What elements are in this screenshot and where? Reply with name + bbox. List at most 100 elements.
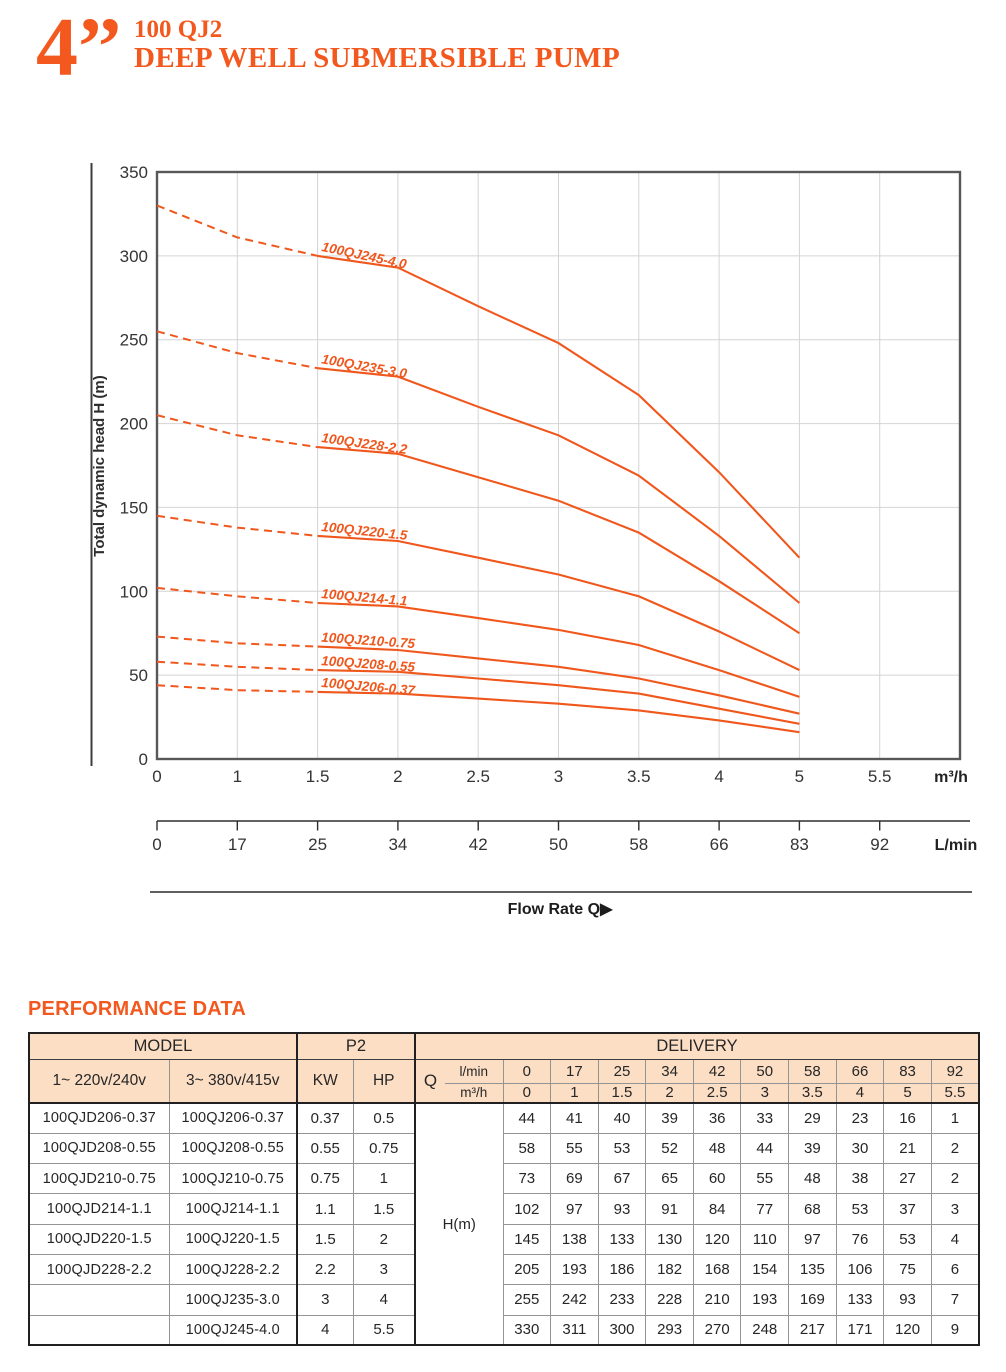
page-title: DEEP WELL SUBMERSIBLE PUMP: [134, 42, 621, 74]
head-value-cell: 2: [930, 1163, 980, 1195]
three-phase-voltage-header: 3~ 380v/415v: [168, 1058, 298, 1104]
head-value-cell: 210: [692, 1284, 742, 1316]
head-value-cell: 6: [930, 1253, 980, 1286]
q-header: Q: [414, 1058, 445, 1104]
head-value-cell: 53: [835, 1193, 885, 1225]
table-row: 100QJD208-0.55 100QJ208-0.55 0.55 0.75 58 55 5…: [28, 1132, 980, 1165]
x-tick-label-m3h: 5.5: [868, 767, 892, 786]
curve-label-100QJ245-4.0: 100QJ245-4.0: [320, 239, 408, 272]
delivery-header: DELIVERY: [413, 1032, 980, 1060]
pump-curve-dashed-100QJ220-1.5: [156, 514, 318, 537]
model-single-phase-cell: 100QJD206-0.37: [28, 1102, 170, 1134]
head-value-cell: 242: [550, 1284, 599, 1316]
head-value-cell: 75: [883, 1253, 932, 1286]
pump-curve-100QJ228-2.2: [317, 446, 800, 635]
head-value-cell: 55: [550, 1132, 599, 1165]
pump-curve-100QJ210-0.75: [317, 645, 800, 715]
m3h-value-header: 5: [883, 1082, 932, 1104]
model-three-phase-cell: 100QJ220-1.5: [168, 1223, 298, 1255]
head-value-cell: 48: [788, 1163, 837, 1195]
y-tick-label: 50: [129, 666, 148, 685]
m3h-value-header: 1: [550, 1082, 599, 1104]
head-value-cell: 29: [788, 1102, 837, 1134]
head-value-cell: 97: [788, 1223, 837, 1255]
m3h-value-header: 3: [740, 1082, 790, 1104]
x-tick-label-lmin: 17: [228, 835, 247, 854]
x-tick-label-m3h: 0: [152, 767, 161, 786]
head-value-cell: 84: [692, 1193, 742, 1225]
head-value-cell: 193: [740, 1284, 790, 1316]
model-three-phase-cell: 100QJ245-4.0: [168, 1314, 298, 1346]
model-single-phase-cell: [28, 1284, 170, 1316]
kw-cell: 0.55: [296, 1132, 354, 1165]
x-tick-label-lmin: 42: [469, 835, 488, 854]
lmin-value-header: 25: [597, 1058, 647, 1084]
x-tick-label-m3h: 3: [554, 767, 563, 786]
pump-curve-100QJ235-3.0: [317, 367, 801, 604]
head-value-cell: 110: [740, 1223, 790, 1255]
pump-curve-100QJ220-1.5: [317, 534, 800, 672]
head-value-cell: 21: [883, 1132, 932, 1165]
p2-header: P2: [296, 1032, 416, 1060]
x-tick-label-m3h: 1: [233, 767, 242, 786]
x-tick-label-lmin: 25: [308, 835, 327, 854]
performance-data-heading: PERFORMANCE DATA: [28, 998, 247, 1020]
m3h-unit-header: m³/h: [445, 1082, 504, 1104]
head-value-cell: 97: [550, 1193, 599, 1225]
head-value-cell: 106: [835, 1253, 885, 1286]
pump-curve-dashed-100QJ235-3.0: [156, 330, 318, 370]
kw-cell: 4: [296, 1314, 354, 1346]
hp-header: HP: [352, 1058, 416, 1104]
pump-curve-100QJ245-4.0: [317, 254, 801, 559]
pump-curve-dashed-100QJ228-2.2: [156, 414, 318, 449]
lmin-value-header: 92: [930, 1058, 980, 1084]
head-value-cell: 193: [550, 1253, 599, 1286]
model-three-phase-cell: 100QJ206-0.37: [168, 1102, 298, 1134]
x-tick-label-m3h: 2.5: [466, 767, 490, 786]
curve-label-100QJ206-0.37: 100QJ206-0.37: [321, 675, 417, 698]
curve-label-100QJ228-2.2: 100QJ228-2.2: [321, 430, 409, 457]
x-tick-label-m3h: 5: [795, 767, 804, 786]
head-value-cell: 27: [883, 1163, 932, 1195]
table-row: 100QJD214-1.1 100QJ214-1.1 1.1 1.5 102 97 93 91…: [28, 1193, 980, 1225]
x-tick-label-m3h: 2: [393, 767, 402, 786]
head-value-cell: 9: [930, 1314, 980, 1346]
head-value-cell: 53: [597, 1132, 647, 1165]
head-value-cell: 233: [597, 1284, 647, 1316]
model-single-phase-cell: 100QJD214-1.1: [28, 1193, 170, 1225]
head-value-cell: 69: [550, 1163, 599, 1195]
x-axis-unit-lmin: L/min: [935, 837, 978, 854]
head-value-cell: 311: [550, 1314, 599, 1346]
curve-label-100QJ214-1.1: 100QJ214-1.1: [321, 586, 408, 608]
pump-series-name: 100 QJ2: [134, 16, 223, 43]
head-value-cell: 60: [692, 1163, 742, 1195]
y-tick-label: 0: [139, 750, 148, 769]
kw-cell: 1.1: [296, 1193, 354, 1225]
head-value-cell: 33: [740, 1102, 790, 1134]
performance-table-wrap: MODEL P2 DELIVERY 1~ 220v/240v 3~ 380v/4…: [28, 1032, 981, 1347]
m3h-value-header: 3.5: [788, 1082, 837, 1104]
x-tick-label-m3h: 3.5: [627, 767, 651, 786]
performance-table: MODEL P2 DELIVERY 1~ 220v/240v 3~ 380v/4…: [28, 1032, 981, 1347]
head-value-cell: 38: [835, 1163, 885, 1195]
x-tick-label-lmin: 83: [790, 835, 809, 854]
m3h-value-header: 5.5: [930, 1082, 980, 1104]
head-value-cell: 330: [502, 1314, 552, 1346]
head-value-cell: 169: [788, 1284, 837, 1316]
head-value-cell: 205: [502, 1253, 552, 1286]
model-three-phase-cell: 100QJ235-3.0: [168, 1284, 298, 1316]
hp-cell: 0.75: [352, 1132, 416, 1165]
model-single-phase-cell: 100QJD228-2.2: [28, 1253, 170, 1286]
head-value-cell: 16: [883, 1102, 932, 1134]
pump-curve-100QJ206-0.37: [317, 690, 800, 734]
pump-curve-100QJ214-1.1: [317, 601, 800, 698]
head-value-cell: 52: [645, 1132, 694, 1165]
single-phase-voltage-header: 1~ 220v/240v: [28, 1058, 170, 1104]
head-value-cell: 58: [502, 1132, 552, 1165]
table-row: 100QJD220-1.5 100QJ220-1.5 1.5 2 145 138 133 13…: [28, 1223, 980, 1255]
model-three-phase-cell: 100QJ228-2.2: [168, 1253, 298, 1286]
lmin-value-header: 0: [502, 1058, 552, 1084]
head-value-cell: 44: [502, 1102, 552, 1134]
x-tick-label-lmin: 58: [629, 835, 648, 854]
